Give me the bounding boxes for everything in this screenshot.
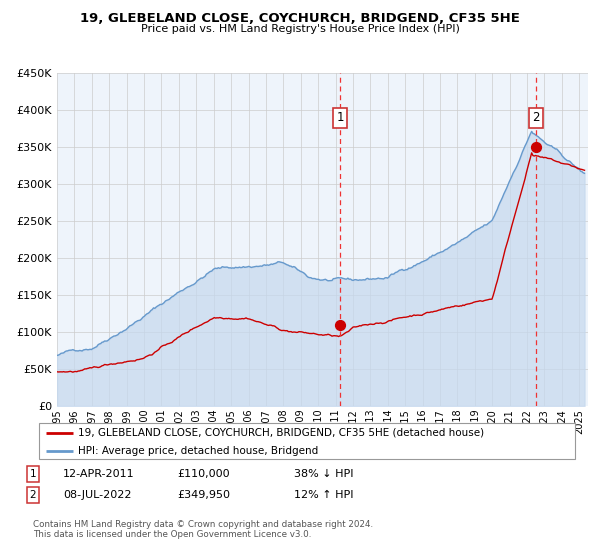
Text: 12% ↑ HPI: 12% ↑ HPI [294,490,353,500]
Text: Contains HM Land Registry data © Crown copyright and database right 2024.
This d: Contains HM Land Registry data © Crown c… [33,520,373,539]
Point [532,142,541,151]
Text: HPI: Average price, detached house, Bridgend: HPI: Average price, detached house, Brid… [79,446,319,456]
Text: 2: 2 [29,490,37,500]
Text: 1: 1 [29,469,37,479]
Text: Price paid vs. HM Land Registry's House Price Index (HPI): Price paid vs. HM Land Registry's House … [140,24,460,34]
Text: 1: 1 [337,111,344,124]
Text: £110,000: £110,000 [177,469,230,479]
Text: 19, GLEBELAND CLOSE, COYCHURCH, BRIDGEND, CF35 5HE: 19, GLEBELAND CLOSE, COYCHURCH, BRIDGEND… [80,12,520,25]
Text: 12-APR-2011: 12-APR-2011 [63,469,134,479]
Text: 38% ↓ HPI: 38% ↓ HPI [294,469,353,479]
Text: 19, GLEBELAND CLOSE, COYCHURCH, BRIDGEND, CF35 5HE (detached house): 19, GLEBELAND CLOSE, COYCHURCH, BRIDGEND… [79,428,484,438]
Text: £349,950: £349,950 [177,490,230,500]
Text: 2: 2 [532,111,540,124]
Text: 08-JUL-2022: 08-JUL-2022 [63,490,131,500]
FancyBboxPatch shape [39,423,575,459]
Point [335,320,345,329]
